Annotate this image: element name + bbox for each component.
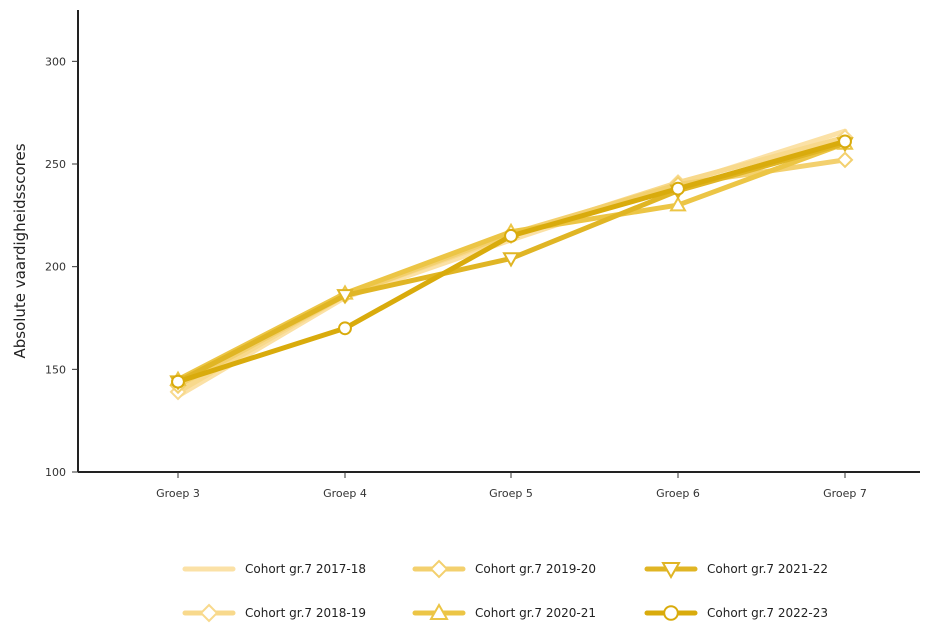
legend-item: Cohort gr.7 2020-21 [412,602,596,620]
legend-marker [429,559,449,579]
y-tick-label: 100 [45,466,66,479]
x-tick-label: Groep 3 [156,487,200,500]
y-tick-label: 200 [45,261,66,274]
data-point [669,196,687,212]
legend-item: Cohort gr.7 2022-23 [644,605,828,621]
axes: 100 150 200 250 300 Groep 3 Groep 4 Groep 5 Groe… [11,10,920,500]
x-tick-label: Groep 5 [489,487,533,500]
legend-label: Cohort gr.7 2022-23 [707,606,828,620]
data-point [171,374,185,389]
legend-label: Cohort gr.7 2021-22 [707,562,828,576]
legend: Cohort gr.7 2017-18 Cohort gr.7 2018-19 Co… [182,559,828,623]
data-point [338,321,352,336]
x-tick-label: Groep 7 [823,487,867,500]
y-tick-label: 300 [45,55,66,68]
legend-marker [429,602,449,620]
legend-marker [663,605,679,621]
legend-label: Cohort gr.7 2018-19 [245,606,366,620]
data-point [504,228,518,243]
y-tick-label: 250 [45,158,66,171]
y-axis-title: Absolute vaardigheidsscores [11,143,29,358]
x-tick-label: Groep 4 [323,487,367,500]
series-6 [171,134,852,389]
data-point [838,134,852,149]
series-layer [169,128,854,401]
legend-item: Cohort gr.7 2018-19 [182,603,366,623]
data-point [336,289,354,305]
x-tick-label: Groep 6 [656,487,700,500]
legend-label: Cohort gr.7 2019-20 [475,562,596,576]
legend-item: Cohort gr.7 2021-22 [644,562,828,580]
data-point [502,252,520,268]
series-3 [169,151,854,395]
legend-marker [661,562,681,580]
legend-label: Cohort gr.7 2017-18 [245,562,366,576]
legend-label: Cohort gr.7 2020-21 [475,606,596,620]
data-point [836,151,854,169]
legend-marker [199,603,219,623]
legend-item: Cohort gr.7 2019-20 [412,559,596,579]
y-tick-label: 150 [45,363,66,376]
legend-item: Cohort gr.7 2017-18 [182,562,366,576]
data-point [671,181,685,196]
